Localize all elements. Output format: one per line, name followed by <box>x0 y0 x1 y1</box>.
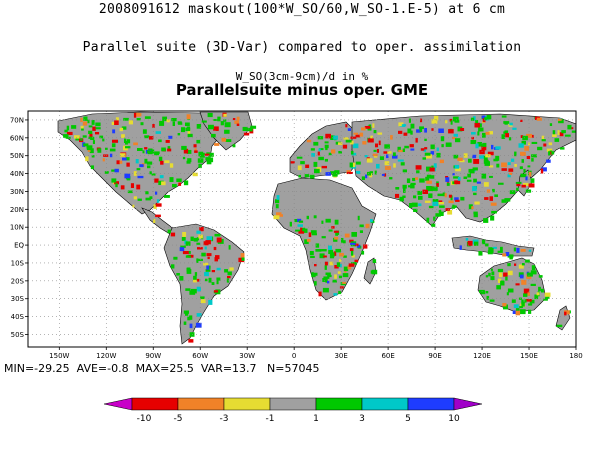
colorbar-label: 5 <box>405 414 411 424</box>
colorbar-label: 3 <box>359 414 365 424</box>
colorbar-upper-arrow <box>453 397 483 411</box>
lon-tick-label: 180 <box>569 352 582 360</box>
lon-tick-label: 30E <box>334 352 347 360</box>
lon-tick-label: 60E <box>381 352 394 360</box>
colorbar-label: -10 <box>137 414 152 424</box>
lat-tick-label: EQ <box>14 242 24 250</box>
colorbar-bin <box>361 397 409 411</box>
lon-tick-label: 30W <box>239 352 255 360</box>
colorbar-lower-arrow <box>103 397 133 411</box>
lat-lon-grid <box>28 111 576 347</box>
title-line-3: W_SO(3cm-9cm)/d in % <box>235 70 369 83</box>
lon-tick-label: 120W <box>96 352 116 360</box>
lon-tick-label: 120E <box>473 352 491 360</box>
lon-tick-label: 60W <box>192 352 208 360</box>
lat-tick-label: 60N <box>10 134 24 142</box>
lat-tick-label: 20S <box>11 277 25 285</box>
colorbar-bin <box>131 397 179 411</box>
colorbar-bin <box>223 397 271 411</box>
lat-tick-label: 40N <box>10 170 24 178</box>
lat-tick-label: 70N <box>10 116 24 124</box>
statistics-line: MIN=-29.25 AVE=-0.8 MAX=25.5 VAR=13.7 N=… <box>4 362 320 375</box>
lat-tick-label: 30S <box>11 295 25 303</box>
title-line-1: 2008091612 maskout(100*W_SO/60,W_SO-1.E-… <box>98 2 506 17</box>
lon-tick-label: 150W <box>49 352 69 360</box>
lat-tick-label: 40S <box>11 313 25 321</box>
title-line-2: Parallel suite (3D-Var) compared to oper… <box>82 40 522 55</box>
lon-tick-label: 150E <box>520 352 538 360</box>
lon-tick-label: 0 <box>292 352 296 360</box>
africa <box>271 177 377 301</box>
anomaly-patches <box>63 112 576 343</box>
colorbar-bin <box>269 397 317 411</box>
madagascar <box>363 257 377 285</box>
colorbar-label: -5 <box>174 414 183 424</box>
axis-ticks: 150W 120W 90W 60W 30W 0 30E 60E 90E 120E 150E 180 70… <box>10 116 583 360</box>
lat-tick-label: 50S <box>11 331 25 339</box>
map-frame <box>27 110 577 348</box>
lon-tick-label: 90E <box>428 352 441 360</box>
map-title: Parallelsuite minus oper. GME <box>175 81 429 99</box>
colorbar-bin <box>177 397 225 411</box>
lat-tick-label: 10S <box>11 259 25 267</box>
lat-tick-label: 30N <box>10 188 24 196</box>
colorbar-label: -3 <box>220 414 229 424</box>
lon-tick-label: 90W <box>145 352 161 360</box>
lat-tick-label: 20N <box>10 206 24 214</box>
asia <box>351 113 576 227</box>
colorbar-label: -1 <box>266 414 275 424</box>
colorbar-bin <box>407 397 455 411</box>
lat-tick-label: 50N <box>10 152 24 160</box>
lat-tick-label: 10N <box>10 224 24 232</box>
colorbar-label: 10 <box>448 414 460 424</box>
colorbar-label: 1 <box>313 414 319 424</box>
colorbar: -10 -5 -3 -1 1 3 5 10 <box>103 397 483 424</box>
colorbar-bin <box>315 397 363 411</box>
